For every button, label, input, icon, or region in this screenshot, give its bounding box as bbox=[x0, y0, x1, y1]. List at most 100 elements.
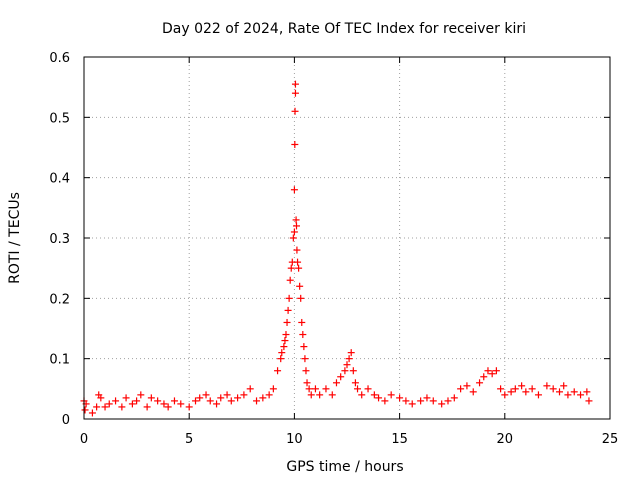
data-point bbox=[311, 385, 319, 393]
data-point bbox=[286, 276, 294, 284]
data-point bbox=[341, 367, 349, 375]
data-point bbox=[507, 388, 515, 396]
data-point bbox=[501, 391, 509, 399]
x-tick-label: 5 bbox=[185, 432, 193, 447]
data-point bbox=[154, 397, 162, 405]
data-point bbox=[298, 318, 306, 326]
data-point bbox=[351, 379, 359, 387]
data-point bbox=[408, 400, 416, 408]
y-tick-label: 0.1 bbox=[49, 353, 70, 368]
data-point bbox=[291, 107, 299, 115]
data-point bbox=[81, 406, 89, 414]
data-point bbox=[543, 382, 551, 390]
x-tick-label: 15 bbox=[391, 432, 408, 447]
data-point bbox=[534, 391, 542, 399]
data-point bbox=[438, 400, 446, 408]
data-point bbox=[185, 403, 193, 411]
y-tick-label: 0.2 bbox=[49, 292, 70, 307]
chart-title: Day 022 of 2024, Rate Of TEC Index for r… bbox=[162, 21, 526, 37]
data-point bbox=[364, 385, 372, 393]
data-point bbox=[291, 140, 299, 148]
data-point bbox=[202, 391, 210, 399]
data-point bbox=[290, 186, 298, 194]
data-point bbox=[396, 394, 404, 402]
data-point bbox=[492, 367, 500, 375]
data-point bbox=[480, 373, 488, 381]
x-tick-label: 10 bbox=[286, 432, 303, 447]
data-point bbox=[105, 400, 113, 408]
data-point bbox=[137, 391, 145, 399]
data-point bbox=[293, 222, 301, 230]
data-point bbox=[488, 370, 496, 378]
data-point bbox=[282, 331, 290, 339]
data-point bbox=[192, 397, 200, 405]
data-point bbox=[423, 394, 431, 402]
data-point bbox=[476, 379, 484, 387]
data-point bbox=[387, 391, 395, 399]
data-point bbox=[302, 367, 310, 375]
axes: 0 5 10 15 20 25 0 0.1 0.2 0.3 0.4 0.5 0.6 bbox=[49, 51, 618, 447]
data-point bbox=[147, 394, 155, 402]
data-point bbox=[457, 385, 465, 393]
data-point bbox=[358, 391, 366, 399]
data-point bbox=[112, 397, 120, 405]
data-point bbox=[511, 385, 519, 393]
data-point bbox=[354, 385, 362, 393]
data-point bbox=[463, 382, 471, 390]
data-point bbox=[381, 397, 389, 405]
y-axis-title: ROTI / TECUs bbox=[7, 192, 23, 284]
data-point bbox=[122, 394, 130, 402]
data-point bbox=[585, 397, 593, 405]
data-point bbox=[528, 385, 536, 393]
data-point bbox=[305, 385, 313, 393]
data-point bbox=[259, 394, 267, 402]
data-point bbox=[497, 385, 505, 393]
x-tick-label: 20 bbox=[497, 432, 514, 447]
data-point bbox=[253, 397, 261, 405]
data-point bbox=[278, 349, 286, 357]
data-point bbox=[328, 391, 336, 399]
data-point bbox=[345, 355, 353, 363]
data-point bbox=[128, 400, 136, 408]
data-point bbox=[518, 382, 526, 390]
data-point bbox=[291, 80, 299, 88]
data-point bbox=[564, 391, 572, 399]
data-point bbox=[143, 403, 151, 411]
data-point bbox=[292, 216, 300, 224]
y-tick-label: 0.3 bbox=[49, 232, 70, 247]
data-point bbox=[349, 367, 357, 375]
data-point bbox=[234, 394, 242, 402]
data-point bbox=[300, 343, 308, 351]
data-point bbox=[294, 258, 302, 266]
data-point bbox=[299, 331, 307, 339]
data-point bbox=[101, 403, 109, 411]
data-point bbox=[296, 282, 304, 290]
data-point bbox=[402, 397, 410, 405]
data-point bbox=[265, 391, 273, 399]
y-tick-label: 0.5 bbox=[49, 111, 70, 126]
data-point bbox=[332, 379, 340, 387]
data-point bbox=[289, 234, 297, 242]
data-point bbox=[164, 403, 172, 411]
y-tick-label: 0.6 bbox=[49, 51, 70, 66]
data-point bbox=[133, 397, 141, 405]
data-point bbox=[450, 394, 458, 402]
x-axis-title: GPS time / hours bbox=[286, 459, 403, 475]
data-point bbox=[297, 294, 305, 302]
data-point bbox=[560, 382, 568, 390]
data-point bbox=[283, 318, 291, 326]
data-point bbox=[577, 391, 585, 399]
data-point bbox=[417, 397, 425, 405]
data-point bbox=[293, 246, 301, 254]
x-tick-label: 0 bbox=[80, 432, 88, 447]
data-point bbox=[343, 361, 351, 369]
data-point bbox=[206, 397, 214, 405]
data-point bbox=[484, 367, 492, 375]
x-tick-label: 25 bbox=[602, 432, 619, 447]
data-point bbox=[160, 400, 168, 408]
data-point bbox=[97, 394, 105, 402]
data-point bbox=[337, 373, 345, 381]
data-point bbox=[280, 343, 288, 351]
data-point bbox=[88, 409, 96, 417]
